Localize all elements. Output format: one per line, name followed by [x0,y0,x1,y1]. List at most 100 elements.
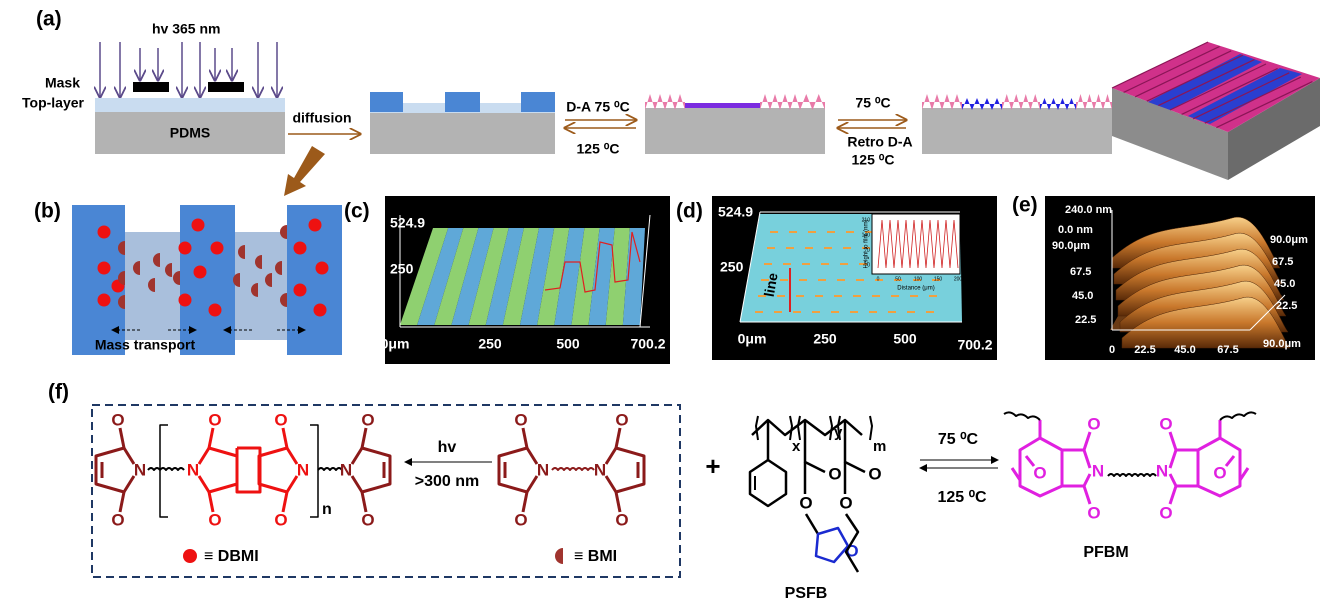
atom: N [537,460,549,479]
tick-label: 700.2 [957,337,992,353]
inset-tick: 100 [914,276,923,282]
tick-label: 0 [1109,344,1115,356]
tick-label: 22.5 [1134,344,1155,356]
atom: N [187,460,199,479]
light-label: hv 365 nm [152,21,220,37]
linker [1107,473,1157,477]
panel-label: (f) [48,381,69,404]
bond [118,427,126,449]
bond [844,513,860,573]
reaction-label: 125 ⁰C [577,141,620,157]
atom: N [134,460,146,479]
atom: O [615,510,628,529]
ridge [1121,296,1291,349]
panel-label: (c) [344,200,370,223]
substrate [370,112,555,154]
stripe [451,228,494,325]
axis-line [639,214,651,328]
linker [147,467,161,471]
bond [1062,473,1092,488]
block [180,205,235,355]
stripe [537,228,570,325]
stripe [434,228,479,325]
compound-label: PSFB [785,585,828,602]
stripe [520,228,555,325]
bond [1082,485,1092,505]
tick-label: 500 [556,336,580,352]
bond [159,424,168,518]
bmi [165,263,172,277]
tick-label: 240.0 nm [1065,204,1112,216]
subscript: y [834,424,843,441]
bond [1238,467,1250,481]
profile [544,231,641,293]
bmi [265,273,272,287]
surface [1110,210,1291,349]
surface [399,214,651,328]
bond [94,446,136,494]
dbmi [208,303,222,317]
molecules [97,218,329,317]
bmi [173,271,180,285]
atom: N [594,460,606,479]
linker [159,467,185,471]
atom: O [514,410,527,429]
inset-tick: 50 [895,276,901,282]
tick-label: 22.5 [1276,300,1297,312]
axis-line [1249,294,1286,331]
bond [1168,485,1178,505]
panel-b: (b) Mass transport [34,200,342,355]
reaction-label: 75 ⁰C [855,95,890,111]
panel-a: (a) hv 365 nm Mask Top-layer PDMS diffus… [22,8,1320,196]
linker [551,467,595,471]
bond [360,491,368,513]
mask-label: Mask [45,75,80,91]
bond [197,446,239,494]
pattern [922,94,1112,110]
wave [1040,98,1076,110]
tick-label: 0μm [738,331,767,347]
bmi [280,293,287,307]
ridge [1192,72,1290,120]
dashed-box [91,404,681,578]
reaction-label: >300 nm [415,473,479,490]
compound-label: PFBM [1083,544,1128,561]
polymer [1219,411,1257,421]
bmi [280,225,287,239]
inset-tick: 150 [934,276,943,282]
bond [521,491,529,513]
atom: O [868,464,881,483]
dbmi [313,303,327,317]
atom: O [514,510,527,529]
inset-tick: 0 [877,276,880,282]
bmi [133,261,140,275]
diffusion-label: diffusion [292,110,351,126]
atom: O [274,410,287,429]
reaction-label: D-A 75 ⁰C [566,99,629,115]
substrate [645,108,825,154]
tick-label: 67.5 [1217,344,1238,356]
phenyl [748,458,788,508]
bmi [233,273,240,287]
stripe [417,228,464,325]
top-layer [95,98,285,112]
dbmi [308,218,322,232]
atom: O [828,464,841,483]
bond [614,427,622,449]
dbmi [191,218,205,232]
tick-label: 67.5 [1070,266,1091,278]
bond [1062,448,1092,469]
caption: Mass transport [95,337,196,353]
stripe [554,228,585,325]
bond [1224,455,1236,467]
bmi [251,283,258,297]
tick-label: 90.0μm [1270,234,1308,246]
tick-label: 22.5 [1075,314,1096,326]
panel-d: (d) line Height to film (nm) Distance (μm… [676,196,997,360]
tick-label: 250 [813,331,837,347]
inset-tick: 0 [867,262,870,268]
bmi [148,278,155,292]
